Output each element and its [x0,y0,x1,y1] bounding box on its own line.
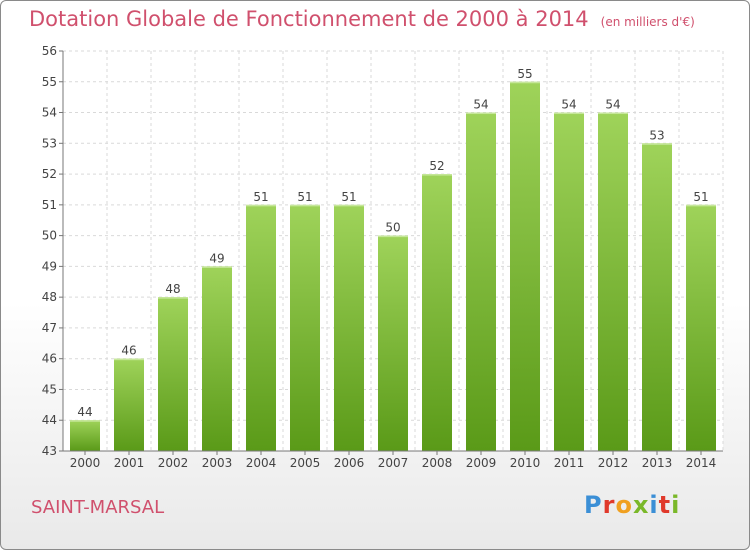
x-tick-label: 2002 [158,456,189,470]
data-label: 50 [385,221,400,235]
y-tick-label: 50 [42,229,57,243]
bar-highlight [70,420,100,422]
bar [70,420,100,451]
bar-highlight [554,112,584,115]
data-label: 51 [693,190,708,204]
bar [686,204,716,451]
bar-highlight [158,297,188,299]
x-tick-label: 2006 [334,456,365,470]
logo-letter: P [584,491,603,519]
bar [378,235,408,451]
bar-highlight [114,358,144,361]
bar-highlight [510,81,540,84]
data-label: 55 [517,67,532,81]
logo-letter: r [602,491,616,519]
bar [510,81,540,452]
logo-letter: i [649,491,659,519]
y-tick-label: 54 [42,106,57,120]
x-tick-label: 2001 [114,456,145,470]
logo-letter: o [615,491,633,519]
bar [598,112,628,452]
bar-highlight [598,112,628,115]
y-tick-label: 49 [42,259,57,273]
bar-highlight [246,204,276,207]
data-label: 52 [429,159,444,173]
chart-title: Dotation Globale de Fonctionnement de 20… [29,7,695,31]
bar-highlight [422,174,452,176]
data-label: 54 [473,98,488,112]
y-tick-label: 52 [42,167,57,181]
data-label: 51 [341,190,356,204]
chart-unit: (en milliers d'€) [600,15,695,29]
x-tick-label: 2005 [290,456,321,470]
y-tick-label: 43 [42,444,57,458]
bar [246,204,276,451]
x-tick-label: 2008 [422,456,453,470]
bar [334,204,364,451]
bar [554,112,584,452]
logo-letter: t [658,491,672,519]
y-tick-label: 46 [42,352,57,366]
x-tick-label: 2000 [70,456,101,470]
bar-highlight [378,235,408,238]
data-label: 54 [605,98,620,112]
bar [642,143,672,452]
x-tick-label: 2011 [554,456,585,470]
bar-highlight [642,143,672,145]
data-label: 48 [165,282,180,296]
bar [466,112,496,452]
y-tick-label: 55 [42,75,57,89]
x-tick-label: 2012 [598,456,629,470]
proxiti-logo: Proxiti [584,491,680,519]
logo-letter: i [671,491,681,519]
data-label: 46 [121,344,136,358]
bar-highlight [334,204,364,207]
data-labels: 44 46 48 49 51 51 51 50 52 54 55 54 54 53 51 [77,67,708,419]
data-label: 54 [561,98,576,112]
bar-highlight [202,266,232,268]
bars [70,81,716,452]
x-tick-label: 2014 [686,456,717,470]
bar [290,204,320,451]
y-tick-label: 56 [42,44,57,58]
x-tick-label: 2009 [466,456,497,470]
x-tick-label: 2004 [246,456,277,470]
commune-name: SAINT-MARSAL [31,497,165,518]
bar [158,297,188,451]
data-label: 51 [253,190,268,204]
x-tick-label: 2010 [510,456,541,470]
y-tick-label: 48 [42,290,57,304]
y-tick-label: 51 [42,198,57,212]
bar [114,358,144,451]
data-label: 44 [77,405,92,419]
bar [202,266,232,451]
x-tick-label: 2013 [642,456,673,470]
y-tick-label: 44 [42,413,57,427]
data-label: 49 [209,251,224,265]
bar-highlight [290,204,320,207]
bar [422,174,452,452]
data-label: 53 [649,128,664,142]
data-label: 51 [297,190,312,204]
logo-letter: x [632,491,650,519]
y-tick-label: 47 [42,321,57,335]
chart-title-text: Dotation Globale de Fonctionnement de 20… [29,7,589,31]
y-tick-label: 45 [42,382,57,396]
y-tick-label: 53 [42,136,57,150]
bar-highlight [686,204,716,207]
axes: 43 44 45 46 47 48 49 50 51 52 53 54 55 56 2000 2001 2002… [42,44,723,470]
x-tick-label: 2003 [202,456,233,470]
bar-highlight [466,112,496,115]
x-tick-label: 2007 [378,456,409,470]
